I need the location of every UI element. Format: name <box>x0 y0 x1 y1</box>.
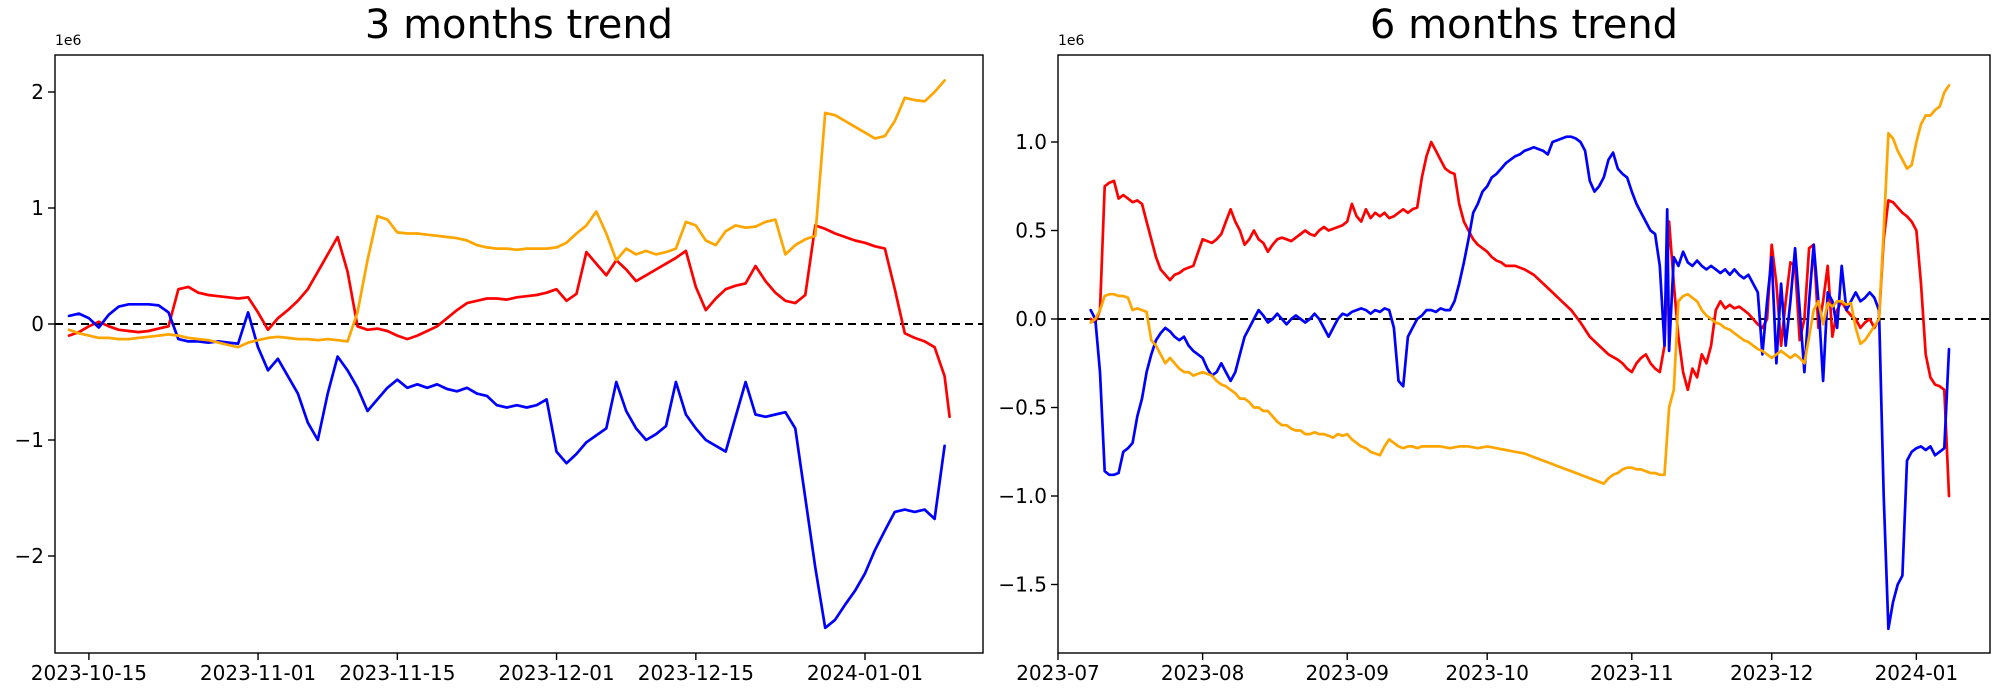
y-tick-label: −1.5 <box>998 573 1047 597</box>
y-tick-label: 0.5 <box>1015 219 1047 243</box>
chart-plot-area-1: 2023-07 2023-08 2023-09 2023-10 2023-11 2023-… <box>998 54 1991 685</box>
x-tick-label: 2023-12 <box>1730 661 1814 685</box>
y-tick-label: −0.5 <box>998 396 1047 420</box>
chart-plot-area-0: 2023-10-15 2023-11-01 2023-11-15 2023-12-01… <box>15 54 984 685</box>
x-tick-label: 2023-11-01 <box>200 661 316 685</box>
x-tick-label: 2023-12-15 <box>638 661 754 685</box>
x-tick-label: 2023-12-01 <box>498 661 614 685</box>
series-line-red <box>1089 140 1951 498</box>
right-y-axis-offset-label: 1e6 <box>1058 33 1085 49</box>
x-tick-label: 2023-11 <box>1590 661 1674 685</box>
y-tick-label: −1.0 <box>998 484 1047 508</box>
x-tick-label: 2023-10 <box>1445 661 1529 685</box>
x-tick-label: 2024-01 <box>1875 661 1959 685</box>
y-tick-label: 0.0 <box>1015 307 1047 331</box>
y-tick-label: −1 <box>15 428 44 452</box>
y-tick-label: −2 <box>15 544 44 568</box>
series-line-red <box>67 224 951 419</box>
x-tick-label: 2023-10-15 <box>31 661 147 685</box>
right-chart-title: 6 months trend <box>1369 2 1679 48</box>
x-tick-label: 2023-07 <box>1016 661 1100 685</box>
series-line-orange <box>1089 84 1951 485</box>
plot-border <box>54 54 984 654</box>
x-tick-label: 2023-11-15 <box>339 661 455 685</box>
left-y-axis-offset-label: 1e6 <box>55 33 82 49</box>
plot-border <box>1057 54 1991 654</box>
y-tick-label: 2 <box>31 80 44 104</box>
x-tick-label: 2023-09 <box>1305 661 1389 685</box>
x-tick-label: 2023-08 <box>1161 661 1245 685</box>
series-line-orange <box>67 79 946 349</box>
y-tick-label: 1 <box>31 196 44 220</box>
series-line-blue <box>67 302 946 630</box>
left-chart-title: 3 months trend <box>364 2 674 48</box>
x-tick-label: 2024-01-01 <box>807 661 923 685</box>
y-tick-label: 0 <box>31 312 44 336</box>
y-tick-label: 1.0 <box>1015 130 1047 154</box>
